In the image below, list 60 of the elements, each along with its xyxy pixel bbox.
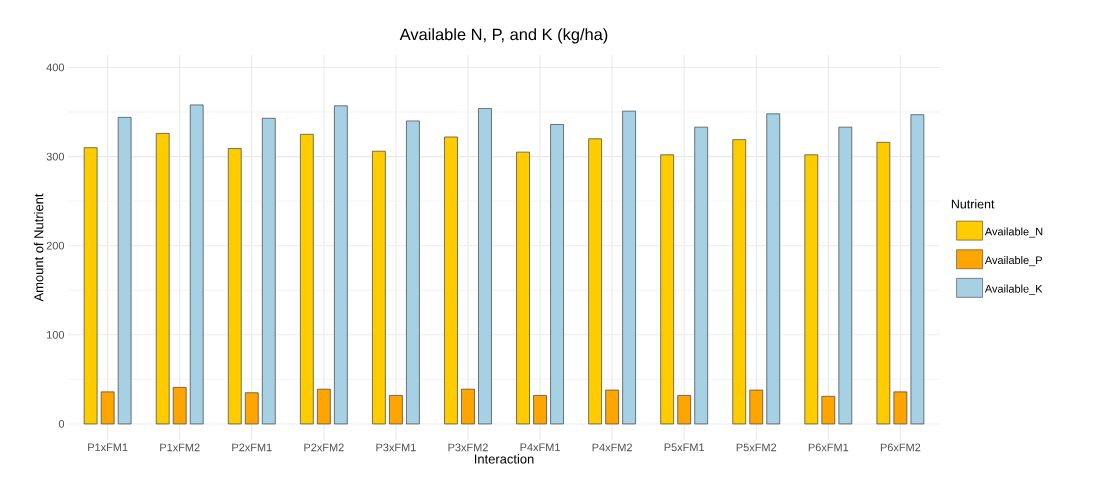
bar [317,388,331,425]
x-tick-label: P3xFM2 [448,443,488,452]
x-tick-label: P2xFM2 [304,443,344,452]
legend-label: Available_P [984,256,1042,267]
x-tick-label: P6xFM2 [880,443,921,452]
legend-title: Nutrient [951,199,995,209]
bar [389,395,403,425]
bar [622,110,636,425]
x-axis-title: Interaction [474,454,534,464]
x-tick-label: P4xFM1 [520,443,560,452]
bar [100,391,115,425]
bar [244,392,259,425]
bar [910,114,925,425]
bar [406,120,420,425]
bar [300,133,314,425]
bar [516,151,530,425]
bar [893,391,908,425]
bar [821,395,836,425]
x-tick-label: P3xFM1 [376,443,416,452]
bar [749,389,764,425]
bar [804,154,819,425]
bar [172,387,187,425]
bar [117,117,132,425]
bar [533,395,547,425]
x-tick-label: P2xFM1 [232,443,272,452]
y-axis-title: Amount of Nutrient [33,193,44,302]
x-tick-label: P6xFM1 [808,443,849,452]
bar [660,154,675,425]
bar [155,133,170,425]
bar [478,108,492,425]
bar [732,139,747,425]
y-tick-label: 200 [46,241,65,250]
y-tick-label: 300 [46,152,65,161]
bar [444,136,458,425]
bar [876,141,891,425]
bar [189,104,204,425]
bar [227,148,242,425]
bar [461,388,475,425]
bar [838,126,853,425]
bar [605,389,619,425]
bar [694,126,709,425]
bar [261,117,276,425]
y-tick-label: 0 [58,420,65,428]
bar [766,113,781,425]
bar [334,105,348,425]
legend-label: Available_N [984,227,1043,238]
bar [550,124,564,425]
x-tick-label: P4xFM2 [592,443,632,452]
bar [588,138,602,425]
y-tick-label: 100 [47,330,65,339]
bar [677,395,692,425]
x-tick-label: P1xFM2 [160,443,200,452]
x-tick-label: P1xFM1 [88,443,128,452]
bar [372,150,386,425]
x-tick-label: P5xFM1 [664,443,705,452]
bar [83,147,98,425]
chart-title: Available N, P, and K (kg/ha) [399,28,608,44]
y-tick-label: 400 [46,63,65,72]
legend-label: Available_K [984,284,1043,295]
x-tick-label: P5xFM2 [736,443,777,452]
